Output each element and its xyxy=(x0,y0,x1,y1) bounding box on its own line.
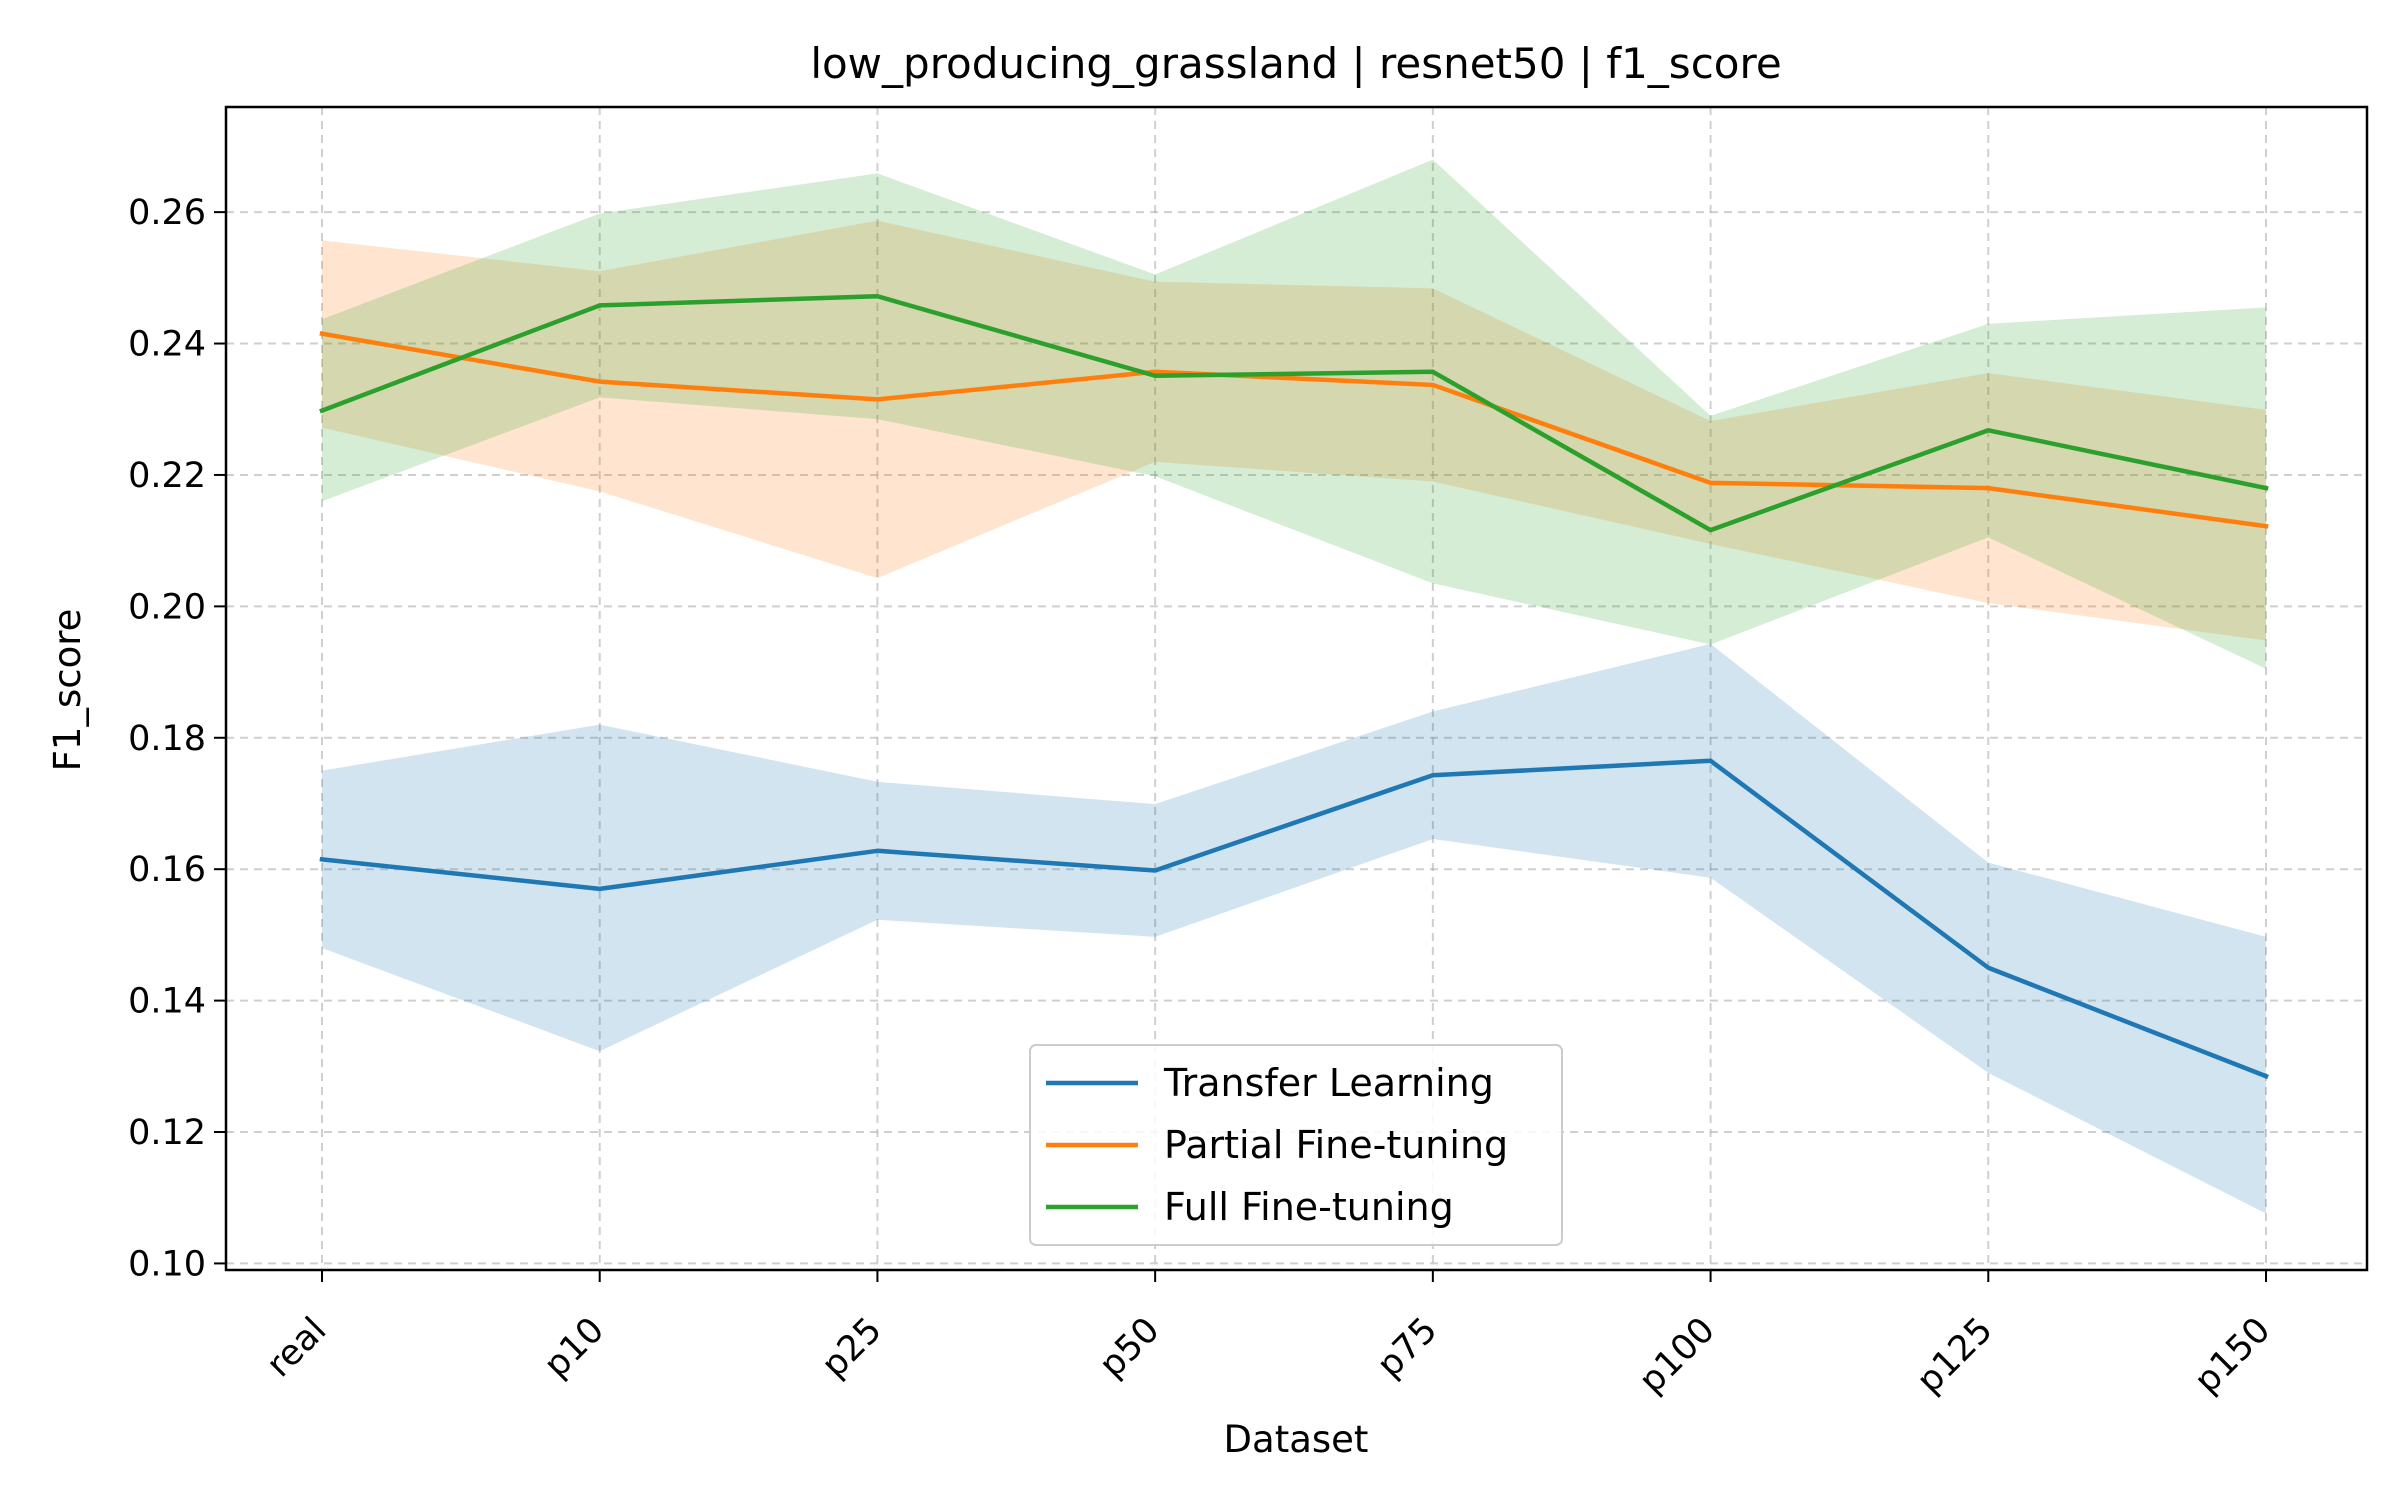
y-tick-label: 0.20 xyxy=(128,587,206,627)
x-axis-label: Dataset xyxy=(1224,1418,1369,1461)
confidence-band xyxy=(322,159,2266,669)
y-tick-label: 0.10 xyxy=(128,1244,206,1284)
series-line xyxy=(319,293,2269,533)
legend-box xyxy=(1029,1044,1563,1246)
confidence-band xyxy=(322,220,2266,641)
chart-title: low_producing_grassland | resnet50 | f1_… xyxy=(810,39,1781,88)
confidence-bands xyxy=(322,159,2266,1214)
y-tick-label: 0.22 xyxy=(128,456,206,496)
legend-label: Partial Fine-tuning xyxy=(1164,1123,1508,1167)
y-tick-label: 0.24 xyxy=(128,325,206,365)
y-tick-label: 0.16 xyxy=(128,850,206,890)
y-axis-ticks: 0.10 0.12 0.14 0.16 0.18 0.20 0.22 0.24 0.26 xyxy=(128,193,226,1284)
legend-label: Full Fine-tuning xyxy=(1164,1185,1454,1229)
y-tick-label: 0.12 xyxy=(128,1113,206,1153)
plot-frame xyxy=(224,105,2369,1272)
confidence-band xyxy=(322,643,2266,1214)
series-lines xyxy=(319,293,2269,1080)
legend-label: Transfer Learning xyxy=(1163,1061,1494,1105)
y-tick-label: 0.26 xyxy=(128,193,206,233)
y-tick-label: 0.14 xyxy=(128,982,206,1022)
y-axis-label: F1_score xyxy=(46,609,89,772)
series-line xyxy=(319,331,2269,529)
legend: Transfer Learning Partial Fine-tuning Full… xyxy=(1029,1044,1563,1246)
y-tick-label: 0.18 xyxy=(128,719,206,759)
series-line xyxy=(319,758,2269,1080)
